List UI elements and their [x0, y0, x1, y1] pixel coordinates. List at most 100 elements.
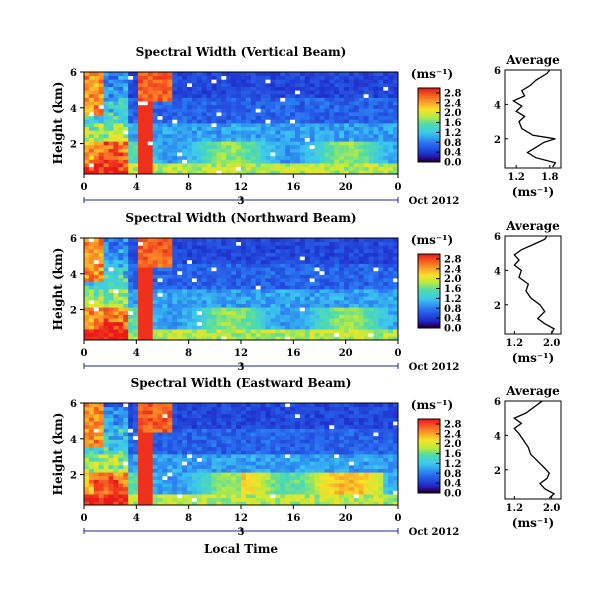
heatmap-cell: [94, 325, 99, 329]
heatmap-cell: [167, 421, 172, 425]
heatmap-cell: [246, 325, 251, 329]
heatmap-cell: [310, 130, 315, 134]
heatmap-cell: [349, 333, 354, 337]
heatmap-cell: [378, 90, 383, 94]
heatmap-cell: [197, 447, 202, 451]
heatmap-cell: [354, 325, 359, 329]
heatmap-cell: [143, 119, 148, 123]
heatmap-cell: [104, 483, 109, 487]
heatmap-cell: [187, 242, 192, 246]
heatmap-cell: [261, 94, 266, 98]
heatmap-cell: [251, 439, 256, 443]
heatmap-cell: [246, 487, 251, 491]
heatmap-cell: [359, 333, 364, 337]
heatmap-cell: [216, 429, 221, 433]
heatmap-cell: [123, 289, 128, 293]
heatmap-cell: [167, 476, 172, 480]
heatmap-cell: [256, 260, 261, 264]
heatmap-cell: [320, 83, 325, 87]
heatmap-cell: [280, 152, 285, 156]
heatmap-cell: [266, 458, 271, 462]
heatmap-cell: [251, 425, 256, 429]
heatmap-cell: [344, 145, 349, 149]
heatmap-cell: [320, 149, 325, 153]
heatmap-cell: [246, 469, 251, 473]
heatmap-cell: [113, 443, 118, 447]
heatmap-cell: [383, 127, 388, 131]
heatmap-cell: [148, 245, 153, 249]
heatmap-cell: [202, 450, 207, 454]
heatmap-cell: [364, 311, 369, 315]
heatmap-cell: [373, 296, 378, 300]
heatmap-cell: [133, 134, 138, 138]
heatmap-cell: [197, 79, 202, 83]
heatmap-cell: [182, 293, 187, 297]
heatmap-cell: [300, 304, 305, 308]
heatmap-cell: [109, 465, 114, 469]
heatmap-cell: [212, 458, 217, 462]
heatmap-cell: [320, 94, 325, 98]
heatmap-cell: [251, 421, 256, 425]
heatmap-cell: [128, 112, 133, 116]
heatmap-cell: [251, 329, 256, 333]
heatmap-cell: [315, 156, 320, 160]
heatmap-cell: [369, 293, 374, 297]
heatmap-cell: [221, 138, 226, 142]
heatmap-cell: [163, 256, 168, 260]
heatmap-cell: [113, 87, 118, 91]
heatmap-cell: [241, 318, 246, 322]
heatmap-cell: [109, 90, 114, 94]
heatmap-cell: [177, 443, 182, 447]
heatmap-cell: [202, 127, 207, 131]
heatmap-cell: [202, 264, 207, 268]
heatmap-cell: [182, 285, 187, 289]
heatmap-cell: [329, 87, 334, 91]
heatmap-cell: [251, 472, 256, 476]
heatmap-cell: [383, 98, 388, 102]
heatmap-cell: [182, 83, 187, 87]
heatmap-cell: [163, 421, 168, 425]
heatmap-cell: [241, 414, 246, 418]
heatmap-cell: [123, 149, 128, 153]
heatmap-cell: [275, 432, 280, 436]
heatmap-cell: [118, 271, 123, 275]
heatmap-cell: [177, 304, 182, 308]
heatmap-cell: [320, 72, 325, 76]
heatmap-cell: [216, 407, 221, 411]
heatmap-cell: [221, 421, 226, 425]
heatmap-cell: [383, 123, 388, 127]
heatmap-cell: [216, 141, 221, 145]
heatmap-cell: [354, 141, 359, 145]
heatmap-cell: [89, 325, 94, 329]
heatmap-cell: [207, 159, 212, 163]
heatmap-cell: [212, 72, 217, 76]
heatmap-cell: [143, 79, 148, 83]
heatmap-cell: [118, 253, 123, 257]
heatmap-cell: [143, 90, 148, 94]
heatmap-cell: [369, 253, 374, 257]
heatmap-cell: [148, 83, 153, 87]
heatmap-cell: [261, 101, 266, 105]
heatmap-cell: [373, 329, 378, 333]
heatmap-cell: [133, 403, 138, 407]
heatmap-cell: [197, 472, 202, 476]
heatmap-cell: [202, 293, 207, 297]
heatmap-cell: [383, 94, 388, 98]
heatmap-cell: [118, 141, 123, 145]
heatmap-cell: [285, 253, 290, 257]
heatmap-cell: [138, 271, 143, 275]
heatmap-cell: [167, 436, 172, 440]
heatmap-cell: [89, 465, 94, 469]
heatmap-cell: [285, 271, 290, 275]
heatmap-cell: [99, 450, 104, 454]
heatmap-cell: [270, 447, 275, 451]
heatmap-cell: [192, 83, 197, 87]
heatmap-cell: [339, 156, 344, 160]
heatmap-cell: [216, 159, 221, 163]
heatmap-cell: [128, 410, 133, 414]
heatmap-cell: [138, 450, 143, 454]
heatmap-cell: [378, 325, 383, 329]
heatmap-cell: [89, 249, 94, 253]
heatmap-cell: [216, 260, 221, 264]
heatmap-cell: [305, 149, 310, 153]
